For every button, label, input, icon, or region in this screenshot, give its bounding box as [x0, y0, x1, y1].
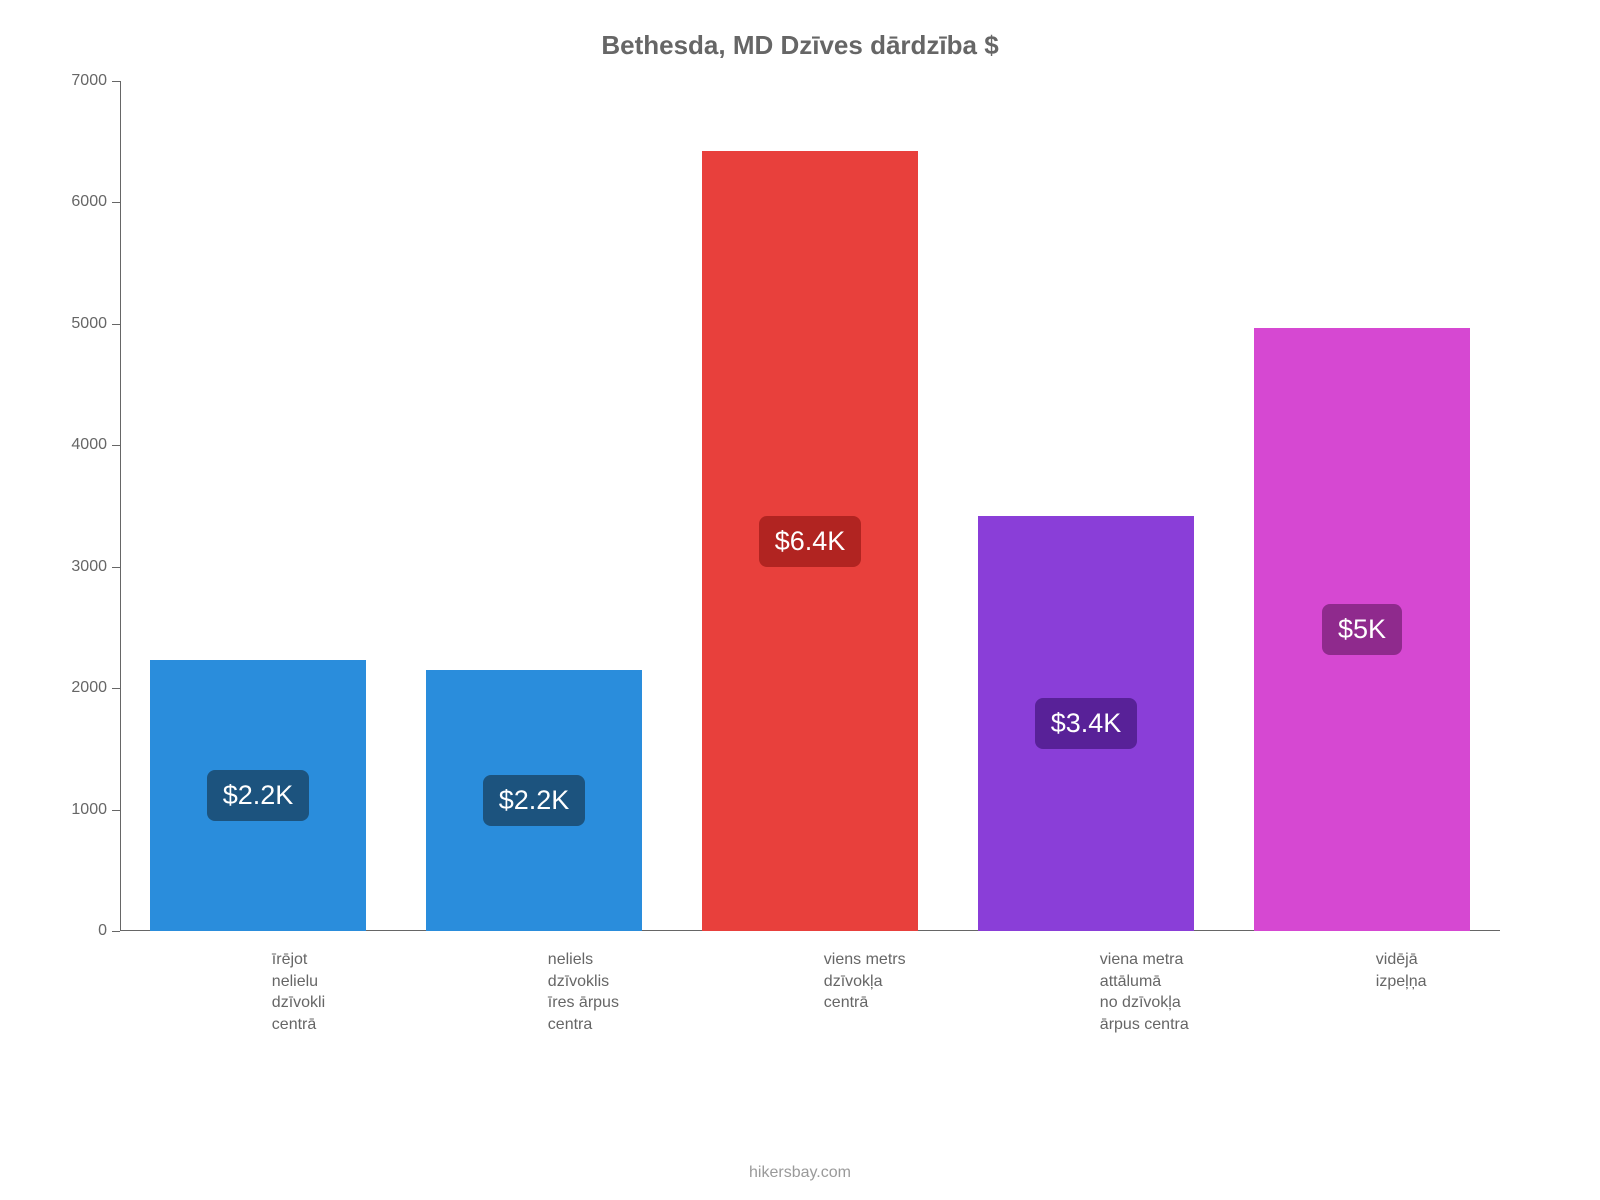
y-tick [112, 688, 120, 689]
x-label-line: īres ārpus centra [548, 992, 666, 1035]
y-tick [112, 567, 120, 568]
bar: $2.2K [426, 670, 641, 931]
chart-container: Bethesda, MD Dzīves dārdzība $ 0 1000 2000… [0, 0, 1600, 1200]
y-tick-label: 6000 [71, 193, 107, 211]
value-badge: $6.4K [759, 516, 862, 567]
bar-slot: $6.4K [672, 81, 948, 931]
bar: $3.4K [978, 516, 1193, 931]
chart-title: Bethesda, MD Dzīves dārdzība $ [60, 30, 1540, 61]
y-tick [112, 324, 120, 325]
value-badge: $3.4K [1035, 698, 1138, 749]
y-tick-label: 3000 [71, 558, 107, 576]
y-axis: 01000200030004000500060007000 [60, 81, 115, 931]
bar: $5K [1254, 328, 1469, 932]
y-tick [112, 445, 120, 446]
y-tick-label: 0 [98, 922, 107, 940]
x-label-line: ārpus centra [1100, 1014, 1218, 1036]
y-tick [112, 931, 120, 932]
bar-slot: $2.2K [396, 81, 672, 931]
x-label-line: vidējā [1376, 949, 1494, 971]
value-badge: $2.2K [207, 770, 310, 821]
bars-group: $2.2K $2.2K $6.4K $3.4K $5K [120, 81, 1500, 931]
bar-slot: $2.2K [120, 81, 396, 931]
y-tick [112, 810, 120, 811]
x-label-line: nelielu [272, 971, 390, 993]
x-label: viens metrs dzīvokļacentrā [672, 949, 948, 1035]
y-tick-label: 2000 [71, 679, 107, 697]
x-label: nelielsdzīvoklisīres ārpus centra [396, 949, 672, 1035]
x-label-line: centrā [824, 992, 942, 1014]
x-label-line: dzīvokli [272, 992, 390, 1014]
x-label-line: īrējot [272, 949, 390, 971]
value-badge: $2.2K [483, 775, 586, 826]
y-tick-label: 7000 [71, 72, 107, 90]
y-tick [112, 202, 120, 203]
bar: $2.2K [150, 660, 365, 931]
plot-area: 01000200030004000500060007000 $2.2K$2.2K… [120, 81, 1500, 931]
bar-slot: $5K [1224, 81, 1500, 931]
chart-footer: hikersbay.com [0, 1164, 1600, 1182]
x-label-line: centrā [272, 1014, 390, 1036]
y-tick-label: 1000 [71, 801, 107, 819]
x-label-line: viena metra attālumā [1100, 949, 1218, 992]
x-label-line: neliels [548, 949, 666, 971]
x-labels: īrējotnelieludzīvoklicentrānelielsdzīvok… [120, 949, 1500, 1035]
y-tick [112, 81, 120, 82]
x-label: vidējāizpeļņa [1224, 949, 1500, 1035]
x-label: īrējotnelieludzīvoklicentrā [120, 949, 396, 1035]
x-label-line: izpeļņa [1376, 971, 1494, 993]
bar-slot: $3.4K [948, 81, 1224, 931]
x-label: viena metra attālumāno dzīvokļaārpus cen… [948, 949, 1224, 1035]
y-tick-label: 4000 [71, 436, 107, 454]
y-tick-label: 5000 [71, 315, 107, 333]
bar: $6.4K [702, 151, 917, 931]
value-badge: $5K [1322, 604, 1402, 655]
x-label-line: no dzīvokļa [1100, 992, 1218, 1014]
x-label-line: dzīvoklis [548, 971, 666, 993]
x-label-line: viens metrs dzīvokļa [824, 949, 942, 992]
